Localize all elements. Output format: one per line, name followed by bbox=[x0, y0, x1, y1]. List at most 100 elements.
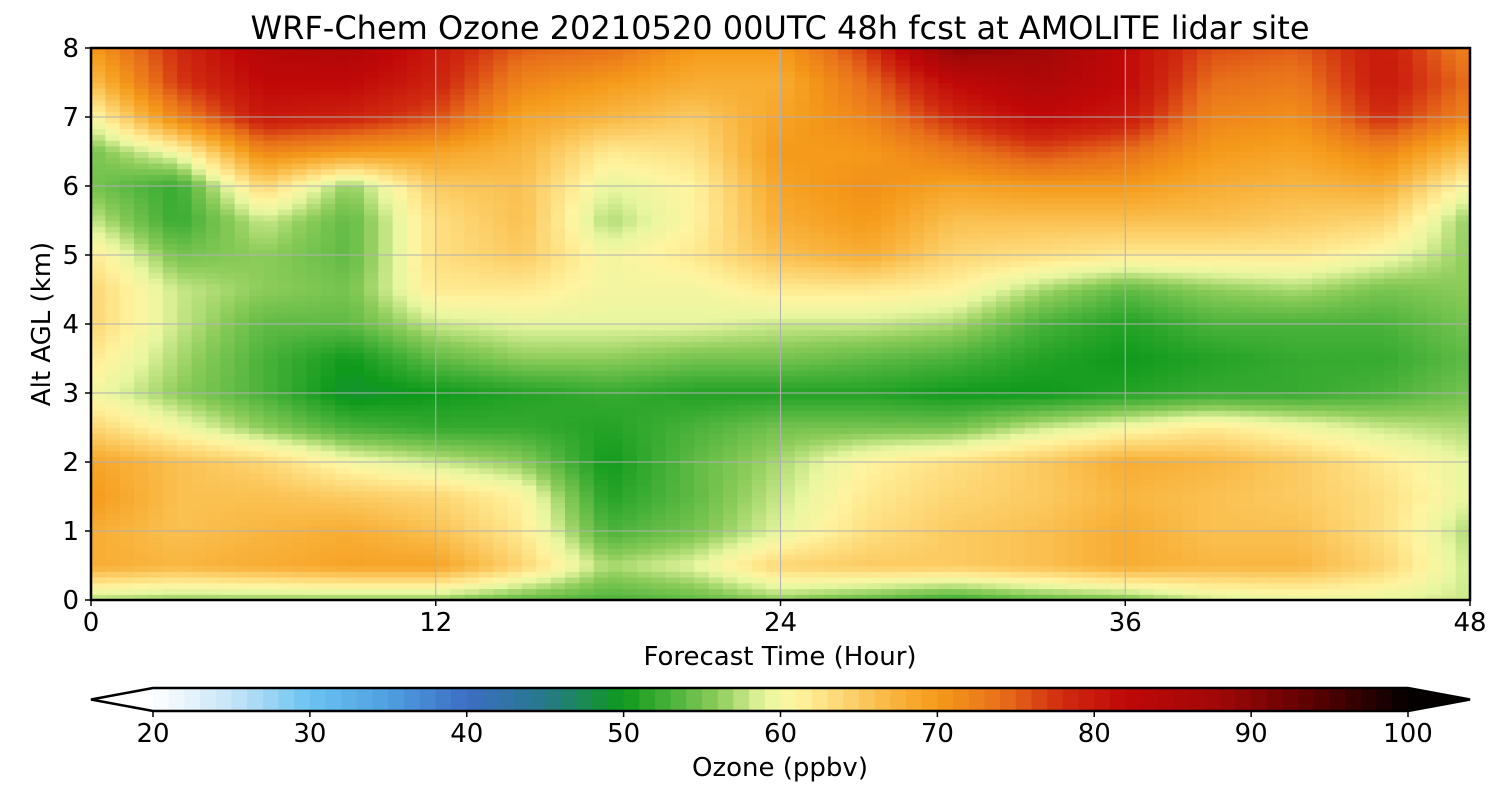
heatmap-cell bbox=[852, 565, 868, 572]
heatmap-cell bbox=[392, 312, 408, 319]
heatmap-cell bbox=[550, 490, 566, 498]
heatmap-cell bbox=[263, 329, 279, 337]
heatmap-cell bbox=[794, 502, 810, 509]
heatmap-cell bbox=[766, 473, 782, 480]
heatmap-cell bbox=[881, 502, 897, 509]
heatmap-cell bbox=[91, 352, 106, 360]
heatmap-cell bbox=[263, 444, 279, 452]
heatmap-cell bbox=[1455, 387, 1471, 394]
heatmap-cell bbox=[1340, 577, 1356, 584]
heatmap-cell bbox=[1197, 496, 1213, 503]
heatmap-cell bbox=[292, 565, 308, 572]
heatmap-cell bbox=[938, 582, 954, 590]
heatmap-cell bbox=[536, 479, 552, 486]
heatmap-cell bbox=[1268, 565, 1284, 572]
heatmap-cell bbox=[1125, 329, 1141, 337]
heatmap-cell bbox=[823, 513, 839, 521]
heatmap-cell bbox=[550, 565, 566, 572]
heatmap-cell bbox=[1139, 421, 1155, 429]
heatmap-cell bbox=[924, 531, 940, 538]
heatmap-cell bbox=[421, 312, 437, 319]
heatmap-cell bbox=[1268, 456, 1284, 463]
heatmap-cell bbox=[1053, 508, 1069, 515]
heatmap-cell bbox=[1010, 502, 1026, 509]
heatmap-cell bbox=[766, 502, 782, 509]
heatmap-cell bbox=[335, 318, 351, 325]
heatmap-cell bbox=[737, 324, 753, 331]
heatmap-cell bbox=[91, 387, 106, 394]
heatmap-cell bbox=[924, 594, 940, 601]
heatmap-cell bbox=[1139, 358, 1155, 365]
heatmap-cell bbox=[320, 341, 336, 348]
heatmap-cell bbox=[636, 531, 652, 538]
heatmap-cell bbox=[766, 421, 782, 429]
heatmap-cell bbox=[1383, 393, 1399, 400]
heatmap-cell bbox=[1067, 594, 1083, 601]
heatmap-cell bbox=[292, 536, 308, 544]
heatmap-cell bbox=[536, 364, 552, 371]
heatmap-cell bbox=[636, 588, 652, 595]
heatmap-cell bbox=[1182, 433, 1198, 440]
heatmap-cell bbox=[263, 375, 279, 383]
heatmap-cell bbox=[794, 582, 810, 590]
heatmap-cell bbox=[579, 519, 595, 526]
heatmap-cell bbox=[608, 444, 624, 452]
heatmap-cell bbox=[435, 479, 451, 486]
heatmap-cell bbox=[1168, 393, 1184, 400]
heatmap-cell bbox=[148, 410, 164, 417]
heatmap-cell bbox=[665, 496, 681, 503]
heatmap-cell bbox=[292, 352, 308, 360]
heatmap-cell bbox=[995, 301, 1011, 308]
heatmap-cell bbox=[866, 358, 882, 365]
heatmap-cell bbox=[1153, 324, 1169, 331]
heatmap-cell bbox=[794, 427, 810, 434]
heatmap-cell bbox=[909, 462, 925, 469]
heatmap-cell bbox=[636, 554, 652, 561]
heatmap-cell bbox=[694, 531, 710, 538]
heatmap-cell bbox=[780, 462, 796, 469]
heatmap-cell bbox=[1182, 393, 1198, 400]
heatmap-cell bbox=[162, 358, 178, 365]
heatmap-cell bbox=[306, 462, 322, 469]
heatmap-cell bbox=[1110, 513, 1126, 521]
heatmap-cell bbox=[105, 508, 121, 515]
heatmap-cell bbox=[1340, 565, 1356, 572]
heatmap-cell bbox=[723, 554, 738, 561]
heatmap-cell bbox=[924, 404, 940, 411]
heatmap-cell bbox=[1254, 387, 1270, 394]
heatmap-cell bbox=[1125, 542, 1141, 549]
heatmap-cell bbox=[249, 301, 264, 308]
heatmap-cell bbox=[1369, 329, 1385, 337]
heatmap-cell bbox=[1125, 525, 1141, 532]
heatmap-cell bbox=[837, 582, 853, 590]
heatmap-cell bbox=[995, 485, 1011, 492]
heatmap-cell bbox=[881, 496, 897, 503]
heatmap-cell bbox=[708, 416, 724, 423]
heatmap-cell bbox=[981, 329, 997, 337]
heatmap-cell bbox=[1355, 536, 1371, 544]
heatmap-cell bbox=[105, 571, 121, 578]
heatmap-cell bbox=[981, 381, 997, 388]
heatmap-cell bbox=[1067, 525, 1083, 532]
heatmap-cell bbox=[636, 381, 652, 388]
heatmap-cell bbox=[407, 375, 422, 383]
heatmap-cell bbox=[794, 421, 810, 429]
heatmap-cell bbox=[881, 467, 897, 475]
heatmap-cell bbox=[866, 582, 882, 590]
heatmap-cell bbox=[1139, 456, 1155, 463]
heatmap-cell bbox=[277, 289, 293, 296]
heatmap-cell bbox=[536, 571, 552, 578]
heatmap-cell bbox=[493, 381, 509, 388]
heatmap-cell bbox=[162, 490, 178, 498]
heatmap-cell bbox=[177, 324, 193, 331]
heatmap-cell bbox=[1383, 324, 1399, 331]
heatmap-cell bbox=[995, 525, 1011, 532]
heatmap-cell bbox=[177, 490, 193, 498]
heatmap-cell bbox=[565, 341, 580, 348]
heatmap-cell bbox=[1412, 485, 1428, 492]
heatmap-cell bbox=[234, 513, 250, 521]
heatmap-cell bbox=[1024, 341, 1040, 348]
heatmap-cell bbox=[205, 594, 221, 601]
heatmap-cell bbox=[507, 554, 523, 561]
heatmap-cell bbox=[536, 565, 552, 572]
